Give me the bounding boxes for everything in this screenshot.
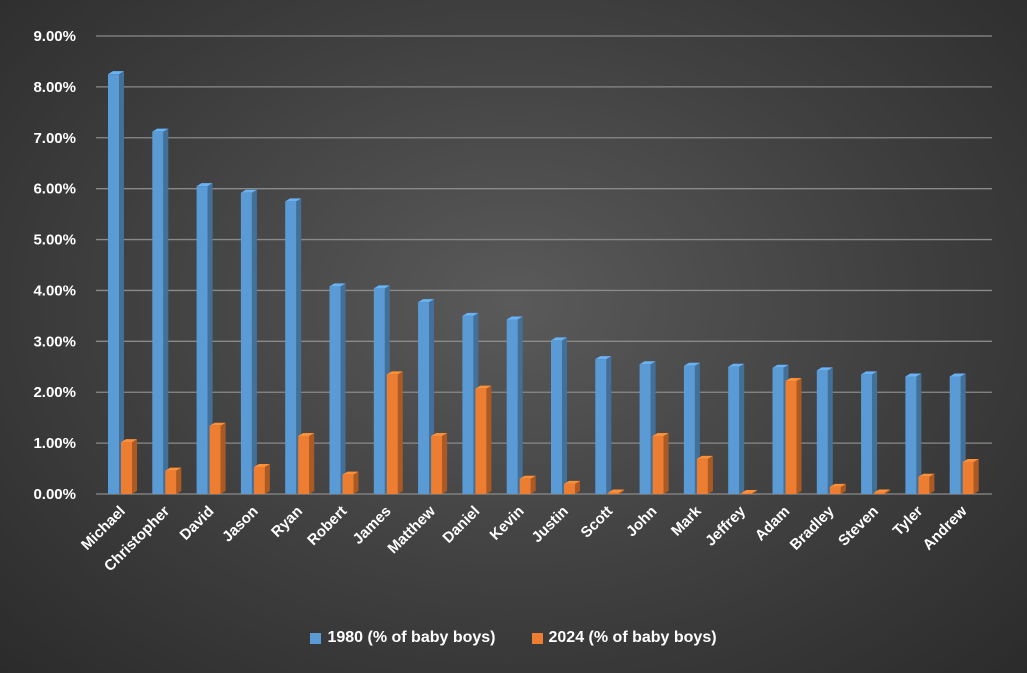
x-tick-label-kevin: Kevin — [487, 503, 528, 544]
bar-1980-jeffrey — [728, 363, 745, 494]
bar-2024-ryan — [298, 432, 315, 494]
x-tick-label-jeffrey: Jeffrey — [702, 502, 749, 549]
bar-2024-andrew — [962, 458, 979, 494]
x-tick-label-john: John — [623, 503, 660, 540]
bar-1980-kevin — [506, 316, 523, 494]
x-tick-label-steven: Steven — [835, 503, 882, 550]
bar-2024-kevin — [519, 475, 536, 494]
x-tick-label-daniel: Daniel — [439, 503, 483, 547]
bar-1980-robert — [329, 283, 346, 494]
bar-1980-scott — [595, 356, 612, 494]
y-tick-label: 0.00% — [33, 486, 76, 503]
bar-2024-justin — [564, 480, 580, 494]
y-tick-label: 8.00% — [33, 79, 76, 96]
bar-1980-tyler — [905, 373, 922, 494]
bar-1980-bradley — [816, 367, 833, 494]
bar-2024-matthew — [431, 432, 448, 494]
legend: 1980 (% of baby boys) 2024 (% of baby bo… — [0, 629, 1027, 647]
y-axis: 0.00% 1.00% 2.00% 3.00% 4.00% 5.00% 6.00% 7.00%… — [33, 28, 76, 503]
x-tick-label-mark: Mark — [668, 502, 705, 539]
bar-2024-steven — [874, 489, 891, 494]
bar-1980-jason — [240, 189, 257, 494]
bar-2024-adam — [785, 378, 802, 494]
gridlines — [96, 35, 992, 495]
bar-2024-jeffrey — [741, 489, 758, 494]
bar-1980-ryan — [285, 198, 302, 494]
y-tick-label: 5.00% — [33, 232, 76, 249]
x-tick-label-robert: Robert — [304, 503, 350, 549]
x-tick-label-matthew: Matthew — [384, 503, 439, 558]
x-tick-label-bradley: Bradley — [787, 502, 838, 553]
x-tick-label-tyler: Tyler — [890, 503, 927, 540]
y-tick-label: 1.00% — [33, 435, 76, 452]
bar-2024-scott — [608, 489, 625, 494]
y-tick-label: 2.00% — [33, 384, 76, 401]
y-tick-label: 7.00% — [33, 130, 76, 147]
x-tick-label-jason: Jason — [219, 503, 262, 546]
bar-2024-daniel — [475, 385, 492, 494]
bar-2024-jason — [253, 464, 270, 494]
legend-item-2024: 2024 (% of baby boys) — [531, 629, 717, 647]
bar-2024-bradley — [829, 483, 846, 494]
legend-label-1980: 1980 (% of baby boys) — [327, 629, 496, 646]
bar-1980-david — [196, 183, 213, 494]
bar-1980-steven — [861, 371, 878, 494]
bar-1980-justin — [551, 337, 567, 494]
bar-2024-tyler — [918, 473, 935, 494]
x-tick-label-justin: Justin — [529, 503, 572, 546]
legend-item-1980: 1980 (% of baby boys) — [310, 629, 496, 647]
bar-2024-christopher — [165, 467, 182, 494]
legend-swatch-2024 — [531, 632, 543, 644]
x-tick-label-andrew: Andrew — [920, 503, 971, 554]
bar-2024-mark — [696, 455, 713, 494]
x-tick-label-scott: Scott — [578, 503, 617, 542]
bar-2024-robert — [342, 471, 359, 494]
x-tick-label-adam: Adam — [752, 503, 793, 544]
y-tick-label: 6.00% — [33, 181, 76, 198]
bars — [108, 71, 979, 495]
x-tick-label-david: David — [177, 503, 218, 544]
bar-2024-john — [652, 432, 669, 494]
y-tick-label: 3.00% — [33, 333, 76, 350]
bar-1980-christopher — [152, 128, 169, 494]
legend-swatch-1980 — [310, 632, 322, 644]
y-tick-label: 4.00% — [33, 282, 76, 299]
bar-2024-james — [386, 371, 403, 494]
y-tick-label: 9.00% — [33, 28, 76, 45]
bar-2024-david — [209, 422, 226, 494]
x-tick-label-ryan: Ryan — [268, 503, 306, 541]
legend-label-2024: 2024 (% of baby boys) — [548, 629, 717, 646]
bar-1980-michael — [108, 71, 124, 495]
bar-2024-michael — [121, 439, 137, 494]
